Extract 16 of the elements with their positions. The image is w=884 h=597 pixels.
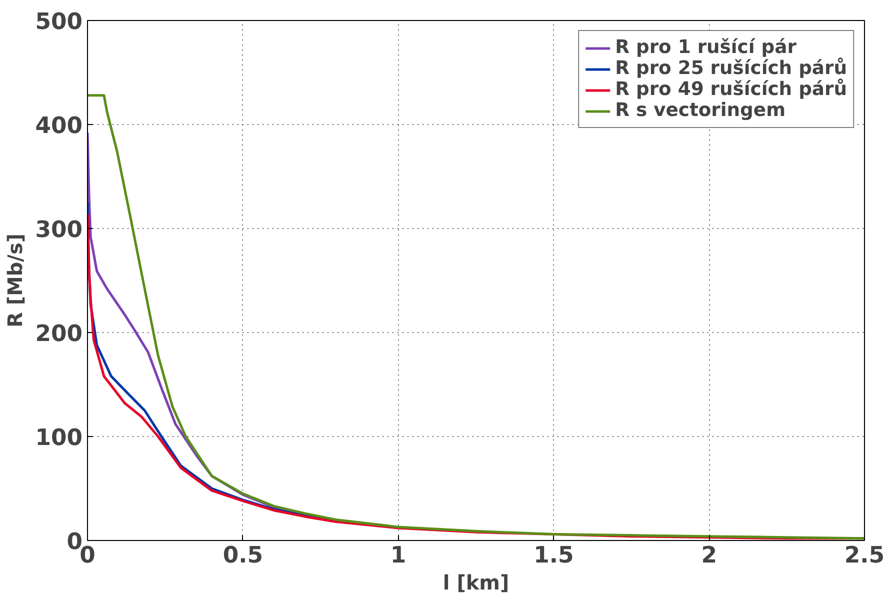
legend-label: R pro 1 rušící pár xyxy=(615,37,796,58)
y-tick-label: 300 xyxy=(35,217,83,243)
x-axis-title: l [km] xyxy=(442,570,510,594)
x-tick-label: 0.5 xyxy=(222,542,263,568)
x-tick-label: 1.5 xyxy=(534,542,574,568)
x-tick-label: 2 xyxy=(701,542,717,568)
y-tick-label: 100 xyxy=(35,425,83,451)
x-tick-label: 1 xyxy=(390,542,406,568)
y-axis-title: R [Mb/s] xyxy=(3,233,28,328)
legend-label: R pro 49 rušících párů xyxy=(615,79,847,100)
x-tick-label: 2.5 xyxy=(844,542,884,568)
y-tick-label: 400 xyxy=(35,113,83,139)
legend-label: R pro 25 rušících párů xyxy=(615,58,847,79)
y-tick-label: 200 xyxy=(35,321,83,347)
y-tick-label: 500 xyxy=(35,9,83,35)
legend-label: R s vectoringem xyxy=(615,100,786,121)
